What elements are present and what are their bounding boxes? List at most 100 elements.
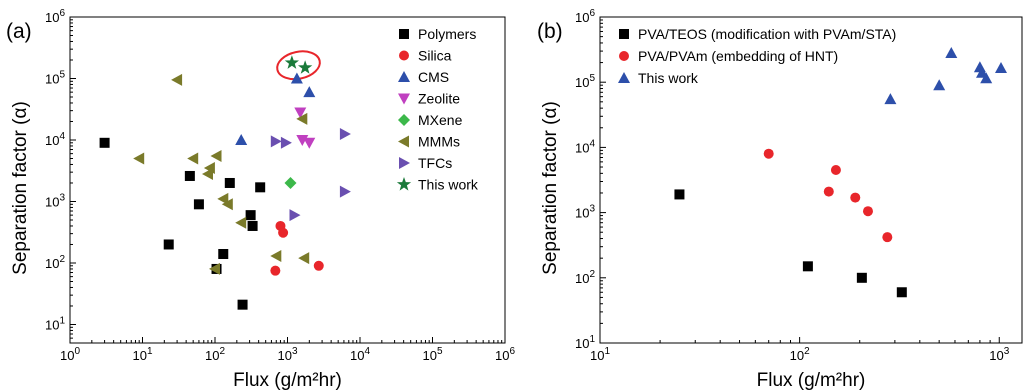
panel-a-data-point	[296, 112, 308, 125]
panel-a-data-point	[209, 262, 220, 275]
panel-a-y-tick-label: 103	[45, 192, 65, 209]
panel-b-data-point	[862, 206, 873, 217]
panel-a-legend-marker	[398, 135, 409, 148]
panel-a-data-point	[193, 199, 204, 210]
panel-a-data-point	[294, 107, 307, 119]
panel-b-legend-marker	[619, 29, 629, 39]
panel-b-chart: 101 102 103 101 102 103 104 105 106 Flux (g/m²hr)…	[537, 8, 1023, 391]
panel-a-data-point	[99, 137, 110, 148]
panel-a-legend-marker	[398, 93, 410, 105]
panel-a-y-tick-label: 102	[45, 254, 65, 271]
panel-a-data-point	[270, 250, 282, 262]
panel-a-data-point	[303, 86, 316, 98]
panel-a-x-tick-label: 101	[132, 346, 152, 363]
panel-b-data-point	[980, 72, 993, 84]
panel-a-legend-label: MXene	[418, 112, 463, 128]
panel-b-legend: PVA/TEOS (modification with PVAm/STA) PVA…	[618, 26, 896, 86]
panel-a-y-tick-label: 104	[45, 131, 65, 148]
panel-a-data-point	[210, 150, 222, 162]
panel-a-chart: 100 101 102 103 104 105 106 101 102 103 104 105 106 F…	[6, 8, 515, 391]
panel-a-x-axis-title: Flux (g/m²hr)	[233, 370, 342, 391]
panel-a-legend-marker	[399, 50, 409, 61]
panel-a-data-point	[235, 216, 247, 229]
panel-b-y-axis-title: Separation factor (α)	[540, 101, 561, 275]
panel-a-data-point	[235, 134, 248, 145]
panel-b-series-0	[674, 189, 907, 298]
panel-b-data-point	[896, 287, 907, 298]
panel-a-legend-label: CMS	[418, 69, 449, 85]
panel-b-data-point	[850, 192, 861, 203]
panel-b-legend-label: This work	[638, 70, 699, 86]
panel-a-series-4	[284, 177, 297, 189]
panel-a-legend-marker	[399, 29, 409, 39]
panel-a-label: (a)	[6, 20, 32, 43]
panel-b-series-2	[884, 47, 1007, 105]
panel-a-data-point	[278, 227, 289, 238]
panel-a-data-point	[339, 185, 351, 198]
panel-a-legend-marker	[398, 114, 410, 126]
panel-a-legend-label: TFCs	[418, 155, 452, 171]
panel-a-highlight-ellipse	[276, 50, 321, 81]
panel-a-data-point	[339, 128, 351, 140]
panel-a-series-6	[270, 128, 351, 222]
panel-b-data-point	[763, 148, 774, 159]
panel-a-data-point	[163, 239, 174, 250]
panel-b-legend-marker	[618, 72, 630, 83]
panel-a-series-7	[284, 55, 313, 74]
panel-a-data-point	[298, 252, 310, 265]
panel-a-data-point	[296, 135, 309, 146]
panel-a-data-point	[245, 210, 256, 221]
panel-a-data-point	[187, 152, 199, 165]
panel-a-series-2	[235, 72, 316, 145]
panel-b-x-tick-label: 102	[790, 346, 810, 363]
panel-b-data-point	[823, 186, 834, 197]
panel-a-legend-label: Polymers	[418, 26, 476, 42]
panel-a-data-point	[284, 177, 297, 189]
panel-b-x-tick-label: 103	[989, 346, 1009, 363]
panel-a-x-tick-label: 105	[422, 346, 442, 363]
panel-a-series-1	[270, 220, 324, 276]
panel-b-legend-label: PVA/TEOS (modification with PVAm/STA)	[638, 26, 896, 42]
panel-b-data-point	[802, 261, 813, 272]
panel-a-y-tick-label: 105	[45, 69, 65, 86]
panel-b-data-point	[995, 62, 1007, 73]
panel-a-legend-label: MMMs	[418, 134, 460, 150]
panel-a-series-5	[133, 73, 310, 275]
panel-a-y-tick-label: 101	[45, 315, 65, 332]
panel-b-legend-marker	[619, 51, 629, 61]
panel-a-data-point	[224, 177, 235, 188]
panel-a-data-point	[270, 135, 282, 148]
panel-a-data-point	[280, 136, 292, 149]
panel-a-data-point	[247, 220, 258, 231]
panel-a-data-point	[255, 182, 266, 193]
panel-a-data-point	[284, 55, 299, 69]
panel-a-x-tick-label: 100	[60, 346, 80, 363]
panel-b-data-point	[674, 189, 685, 200]
panel-a-x-tick-label: 102	[205, 346, 225, 363]
panel-a-data-point	[171, 73, 183, 86]
panel-b-label: (b)	[537, 20, 563, 43]
panel-a-legend: Polymers Silica CMS Zeolite MXene MMMs TFCs Thi…	[396, 26, 479, 193]
panel-a-data-point	[133, 152, 145, 165]
panel-a-data-point	[290, 72, 303, 84]
panel-b-data-point	[945, 47, 958, 58]
panel-b-plot-frame	[599, 16, 1023, 344]
panel-b-data-point	[830, 165, 841, 176]
panel-a-series-3	[294, 107, 316, 149]
panel-a-x-tick-label: 103	[277, 346, 297, 363]
panel-a-data-point	[203, 162, 215, 174]
panel-a-legend-marker	[396, 177, 412, 191]
panel-a-legend-marker	[398, 71, 410, 82]
panel-b-y-tick-label: 103	[575, 204, 595, 221]
panel-b-y-tick-label: 102	[575, 269, 595, 286]
panel-a-data-point	[289, 209, 301, 222]
panel-a-legend-label: Zeolite	[418, 91, 460, 107]
panel-b-x-axis-title: Flux (g/m²hr)	[757, 370, 866, 391]
panel-b-y-tick-label: 106	[575, 8, 595, 25]
panel-a-data-point	[313, 260, 324, 271]
panel-a-legend-label: Silica	[418, 48, 452, 64]
panel-b-y-tick-label: 101	[575, 334, 595, 351]
panel-a-data-point	[298, 60, 313, 74]
panel-a-data-point	[303, 137, 316, 149]
panel-a-data-point	[218, 249, 229, 260]
